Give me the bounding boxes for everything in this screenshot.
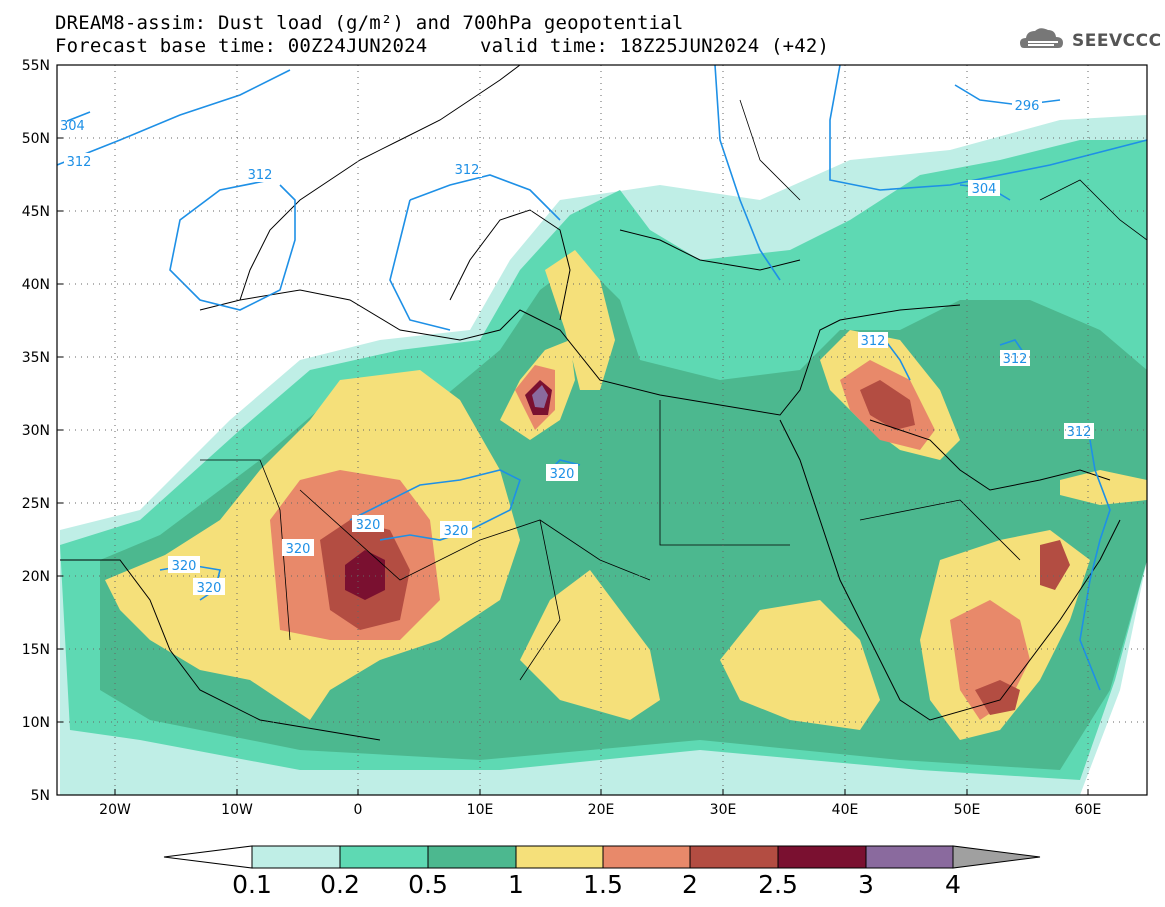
colorbar-swatch xyxy=(602,845,691,869)
dust-region-1e xyxy=(720,600,880,730)
lon-label: 20E xyxy=(588,802,615,818)
lat-label: 50N xyxy=(22,131,50,147)
lon-label: 30E xyxy=(710,802,737,818)
lon-labels: 20W 10W 0 10E 20E 30E 40E 50E 60E xyxy=(99,802,1101,818)
colorbar-swatch xyxy=(251,845,341,869)
lon-label: 10E xyxy=(467,802,494,818)
colorbar-swatch xyxy=(163,845,253,869)
lat-labels: 55N 50N 45N 40N 35N 30N 25N 20N 15N 10N … xyxy=(22,58,50,804)
country-borders xyxy=(200,99,1147,681)
forecast-base-time: Forecast base time: 00Z24JUN2024 xyxy=(55,35,428,57)
lon-label: 20W xyxy=(99,802,131,818)
lat-label: 10N xyxy=(22,715,50,731)
lat-label: 5N xyxy=(31,788,50,804)
geopotential-contours xyxy=(57,65,1147,691)
colorbar-label: 0.1 xyxy=(232,870,272,899)
lat-label: 40N xyxy=(22,277,50,293)
contour-label: 312 xyxy=(1067,425,1092,440)
valid-time: valid time: 18Z25JUN2024 (+42) xyxy=(480,35,830,57)
lon-label: 50E xyxy=(954,802,981,818)
contour-label: 320 xyxy=(286,542,311,557)
dust-region-25a xyxy=(345,550,385,600)
chart-title: DREAM8-assim: Dust load (g/m²) and 700hP… xyxy=(55,12,684,34)
axis-ticks xyxy=(57,64,1089,796)
contour-label: 320 xyxy=(444,524,469,539)
lat-label: 45N xyxy=(22,204,50,220)
lat-label: 15N xyxy=(22,642,50,658)
lat-label: 25N xyxy=(22,496,50,512)
colorbar-swatch xyxy=(515,845,604,869)
colorbar xyxy=(163,845,1041,869)
contour-label-group: 312 312 312 296 304 320 320 320 320 320 … xyxy=(57,97,1094,596)
lat-label: 35N xyxy=(22,350,50,366)
colorbar-swatch xyxy=(427,845,517,869)
contour-label: 320 xyxy=(550,467,575,482)
colorbar-label: 0.2 xyxy=(320,870,360,899)
colorbar-swatch xyxy=(339,845,429,869)
contour-label: 320 xyxy=(356,518,381,533)
colorbar-label: 2.5 xyxy=(758,870,798,899)
colorbar-label: 4 xyxy=(945,870,961,899)
coastlines xyxy=(60,65,1121,741)
contour-label: 312 xyxy=(861,334,886,349)
contour-label: 312 xyxy=(455,163,480,178)
lon-label: 40E xyxy=(832,802,859,818)
contour-label: 320 xyxy=(172,559,197,574)
lat-label: 30N xyxy=(22,423,50,439)
lon-label: 0 xyxy=(354,802,363,818)
contour-label: 312 xyxy=(1003,352,1028,367)
colorbar-label: 1.5 xyxy=(583,870,623,899)
colorbar-swatch xyxy=(952,845,1041,869)
dust-region-2c xyxy=(1040,540,1070,590)
cloud-icon xyxy=(1020,28,1063,48)
contour-label: 312 xyxy=(248,168,273,183)
lat-label: 55N xyxy=(22,58,50,74)
logo-text: SEEVCCC xyxy=(1072,31,1162,51)
contour-label: 320 xyxy=(197,581,222,596)
colorbar-label: 0.5 xyxy=(408,870,448,899)
dust-region-1c xyxy=(545,250,615,390)
lon-label: 10W xyxy=(221,802,253,818)
colorbar-swatch xyxy=(865,845,954,869)
lon-label: 60E xyxy=(1075,802,1102,818)
dust-region-2b xyxy=(860,380,915,430)
colorbar-swatch xyxy=(689,845,779,869)
contour-label: 304 xyxy=(60,119,85,134)
dust-region-1h xyxy=(1060,470,1147,505)
contour-label: 312 xyxy=(67,155,92,170)
colorbar-label: 1 xyxy=(508,870,524,899)
colorbar-swatch xyxy=(777,845,867,869)
lat-label: 20N xyxy=(22,569,50,585)
dust-region-1d xyxy=(520,570,660,720)
contour-label: 296 xyxy=(1015,99,1040,114)
dust-region-3 xyxy=(532,385,548,408)
colorbar-label: 3 xyxy=(858,870,874,899)
colorbar-label: 2 xyxy=(682,870,698,899)
contour-label: 304 xyxy=(972,182,997,197)
